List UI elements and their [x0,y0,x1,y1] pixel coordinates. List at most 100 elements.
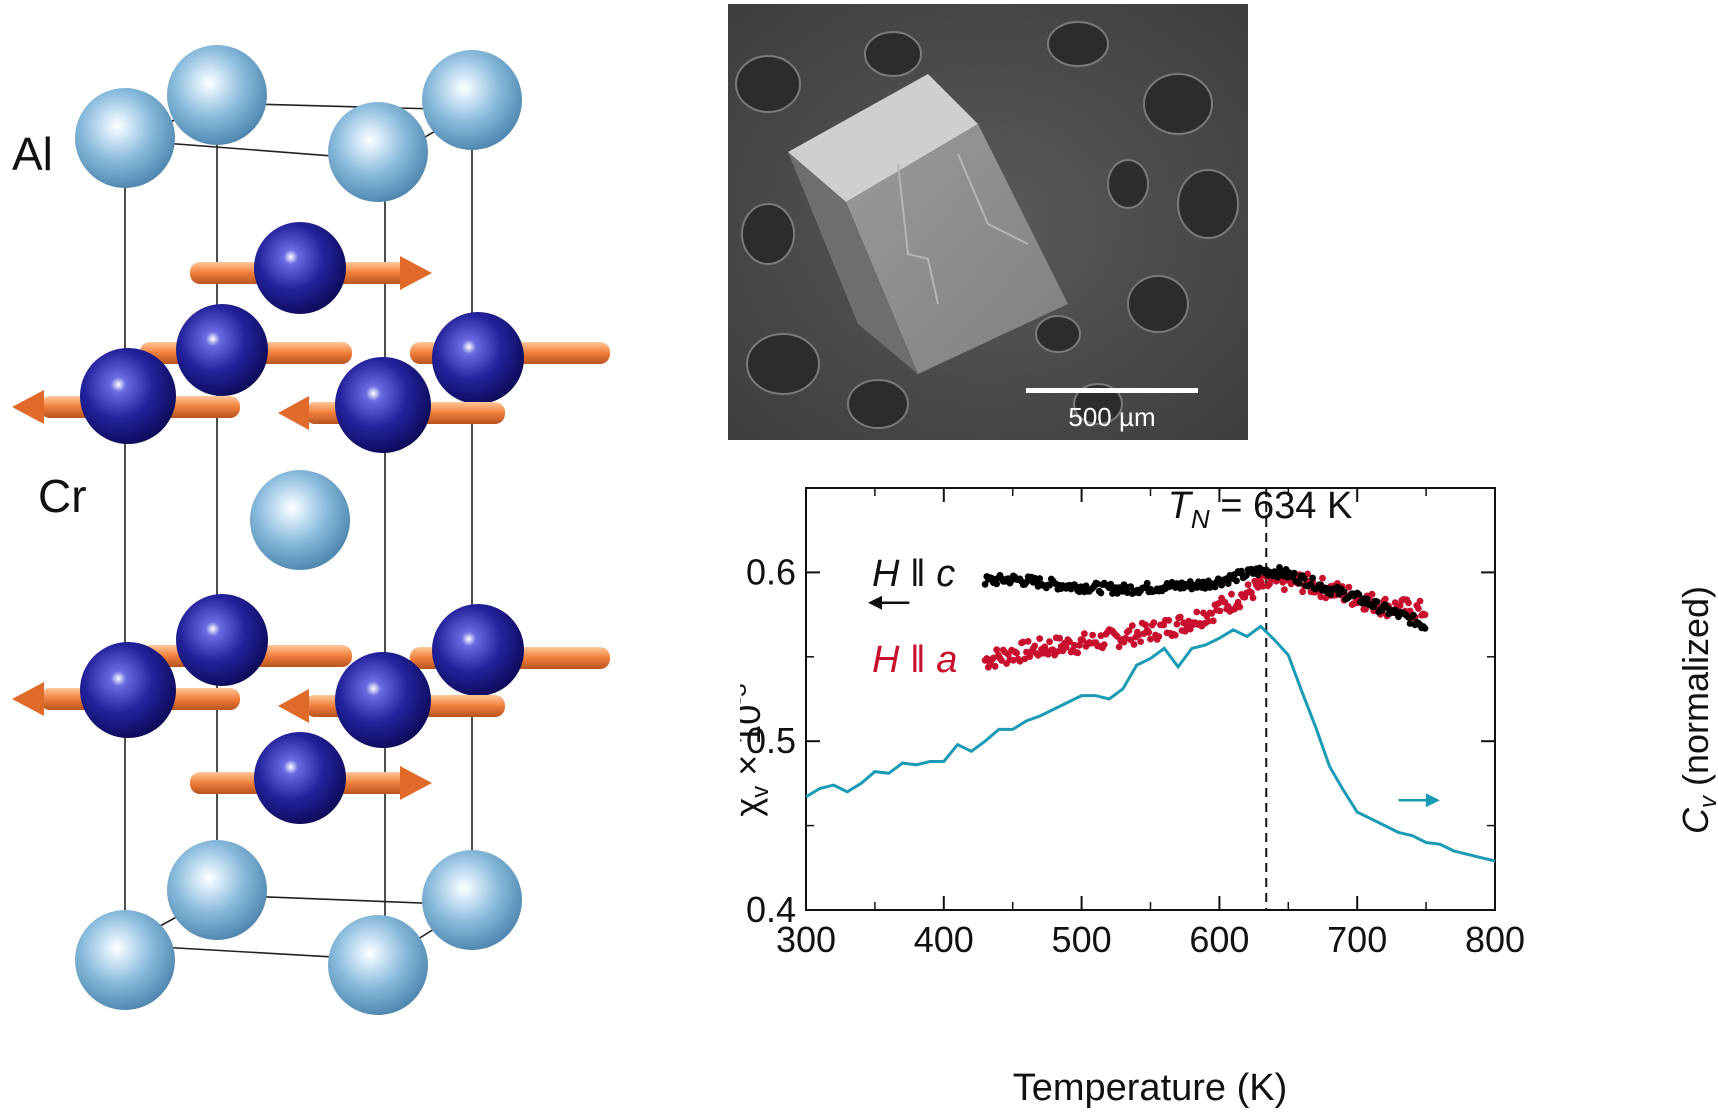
x-tick-label: 400 [914,919,974,960]
data-point-h-c [1143,579,1151,587]
data-point-h-c [1224,580,1232,587]
al-atom [328,915,428,1015]
data-point-h-c [1193,584,1201,591]
crystal-structure-panel: Al Cr [0,0,700,1113]
data-point-h-a [1249,594,1257,602]
data-point-h-c [1107,580,1115,588]
data-point-h-a [1176,613,1184,621]
chart-title: TN = 634 K [1168,485,1353,534]
y-axis-right-label: Cv (normalized) [1675,586,1718,834]
sem-micrograph: 500 µm [728,4,1248,440]
cr-atom [335,652,431,748]
data-point-h-a [1145,629,1153,636]
data-point-h-c [1291,569,1298,577]
data-point-h-a [1391,599,1399,607]
data-point-h-a [1155,633,1163,640]
al-atom [250,470,350,570]
cv-series-line [805,624,1496,863]
cr-atom [432,604,524,696]
arrow-left-head [868,595,883,610]
data-point-h-a [990,654,997,662]
data-point-h-a [1100,641,1108,648]
data-point-h-a [1013,649,1020,657]
substrate-pores [735,21,1239,429]
label-al: Al [12,128,53,180]
data-point-h-a [1216,607,1224,615]
cr-atom [254,732,346,824]
data-point-h-a [1281,586,1288,594]
data-point-h-a [1142,621,1149,629]
data-point-h-a [1396,602,1404,609]
data-point-h-c [1363,595,1371,603]
data-point-h-c [1082,582,1090,590]
data-point-h-a [1345,583,1353,591]
susceptibility-chart: TN = 634 K 300 400 500 600 700 800 0.4 0.5 0.6 T… [725,460,1718,1113]
crystal-structure-figure: Al Cr [12,45,610,1015]
data-point-h-a [1173,620,1181,628]
data-point-h-a [1089,631,1096,639]
data-point-h-a [1171,631,1179,639]
cr-atom [432,312,524,404]
data-point-h-a [1259,582,1267,590]
plot-frame [805,487,1496,911]
data-point-h-a [1228,590,1235,598]
y-tick-label: 0.5 [746,720,796,761]
chart-svg: TN = 634 K 300 400 500 600 700 800 0.4 0.5 0.6 T… [725,485,1718,1109]
x-axis-label: Temperature (K) [1013,1067,1288,1109]
y-tick-label: 0.6 [746,551,796,592]
al-atom [328,102,428,202]
data-point-h-a [1244,581,1252,589]
data-point-h-a [1147,635,1154,643]
data-point-h-c [1036,575,1044,582]
label-cr: Cr [38,470,87,522]
x-tick-label: 600 [1189,919,1249,960]
cr-atom [335,357,431,453]
data-point-h-a [1079,636,1087,644]
data-point-h-c [1097,589,1105,597]
data-point-h-a [1115,643,1123,651]
data-point-h-a [1036,635,1044,642]
data-point-h-a [1062,643,1070,651]
spin-arrow-head [400,766,432,800]
data-point-h-c [1317,581,1325,589]
cr-atom [80,642,176,738]
data-point-h-a [1209,617,1217,625]
data-point-h-a [1299,588,1306,596]
x-tick-label: 800 [1465,919,1525,960]
data-point-h-a [1368,590,1376,598]
data-point-h-c [1370,603,1378,611]
al-atom [422,850,522,950]
data-point-h-a [1405,599,1412,607]
al-atom [167,45,267,145]
x-tick-label: 300 [776,919,836,960]
legend-h-par-c: H ǁ c [872,553,955,595]
data-point-h-a [1130,641,1138,648]
sem-image: 500 µm [728,4,1248,440]
data-point-h-c [1410,611,1417,619]
data-point-h-a [1208,610,1216,617]
data-point-h-a [1056,634,1063,642]
data-point-h-a [1074,649,1082,657]
data-point-h-c [981,580,989,588]
data-point-h-a [1165,616,1173,624]
scale-bar-label: 500 µm [1068,402,1155,432]
cr-atom [176,304,268,396]
data-point-h-c [1233,577,1240,585]
data-point-h-c [1300,575,1308,582]
cr-atom [254,222,346,314]
data-point-h-a [1150,619,1158,626]
data-point-h-c [1218,581,1225,589]
data-point-h-c [1238,567,1245,575]
data-point-h-a [1381,595,1389,603]
crystal-sample [788,74,1068,374]
spin-arrow-head [12,390,44,424]
data-point-h-a [991,662,999,670]
data-point-h-a [1031,642,1039,650]
al-atom [167,840,267,940]
data-point-h-a [1076,641,1083,649]
spin-arrow-head [12,682,44,716]
plot-area: 300 400 500 600 700 800 0.4 0.5 0.6 [746,487,1525,960]
data-point-h-c [993,580,1001,588]
data-point-h-a [1415,605,1422,612]
data-point-h-c [1309,574,1316,582]
